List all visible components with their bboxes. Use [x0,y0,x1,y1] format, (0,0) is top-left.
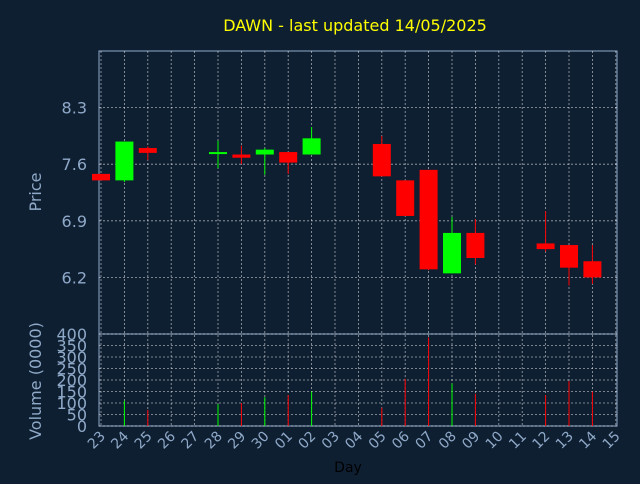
candle-body [279,152,298,163]
volume-tick-label: 150 [56,383,87,402]
grid-lines [99,51,617,427]
candle-body [419,169,438,270]
volume-tick-label: 50 [67,406,87,425]
volume-tick-label: 200 [56,371,87,390]
price-tick-label: 6.2 [62,268,87,287]
volume-tick-label: 100 [56,394,87,413]
day-tick-label: 23 [85,429,109,453]
candle-body [583,261,602,278]
day-tick-label: 03 [319,429,343,453]
candles [92,127,602,286]
volume-axis-label: Volume (0000) [26,322,45,440]
price-axis-label: Price [26,172,45,211]
candle-body [302,138,321,155]
day-tick-label: 25 [132,429,156,453]
volume-tick-label: 400 [56,325,87,344]
price-tick-label: 6.9 [62,212,87,231]
day-tick-label: 07 [413,429,437,453]
day-tick-label: 13 [553,429,577,453]
volume-bars [123,337,593,426]
volume-tick-label: 300 [56,348,87,367]
day-tick-label: 15 [600,429,624,453]
day-tick-label: 01 [272,429,296,453]
chart-title: DAWN - last updated 14/05/2025 [223,16,487,35]
day-tick-label: 26 [155,428,179,452]
day-tick-label: 08 [436,429,460,453]
day-tick-label: 14 [576,428,600,452]
day-tick-label: 28 [202,429,226,453]
candle-body [560,245,578,268]
day-tick-label: 27 [179,429,203,453]
day-tick-label: 30 [249,429,273,453]
day-tick-label: 11 [506,429,530,453]
price-tick-labels: 6.2 6.9 7.6 8.3 [62,99,87,288]
day-tick-label: 24 [108,428,132,452]
candle-body [466,232,485,258]
day-tick-label: 06 [389,428,413,452]
candle-body [115,141,134,181]
volume-tick-label: 250 [56,360,87,379]
day-tick-label: 04 [342,428,366,452]
candle-body [138,148,157,153]
day-tick-label: 09 [459,429,483,453]
candle-body [232,154,251,158]
x-axis-label: Day [334,460,362,476]
candle-body [372,143,391,177]
candle-body [443,232,461,274]
candle-body [536,243,555,250]
candle-body [209,152,227,155]
candle-body [396,180,415,216]
candle-body [92,173,110,181]
price-tick-label: 7.6 [62,155,87,174]
volume-tick-label: 350 [56,337,87,356]
day-tick-labels: 23 24 25 26 27 28 29 30 01 02 03 04 05 06 07 08 09 10 11 12… [85,428,624,452]
day-tick-label: 05 [366,429,390,453]
volume-tick-label: 0 [77,417,87,436]
candle-body [255,149,274,155]
day-tick-label: 29 [225,429,249,453]
day-tick-label: 10 [483,429,507,453]
day-tick-label: 02 [296,429,320,453]
price-tick-label: 8.3 [62,99,87,118]
day-tick-label: 12 [530,429,554,453]
